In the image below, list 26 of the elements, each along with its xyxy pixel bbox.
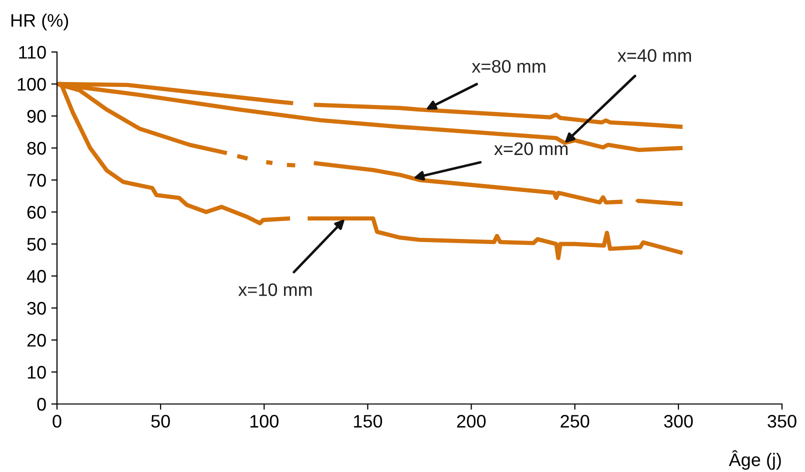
y-tick-label: 80 bbox=[27, 142, 46, 155]
x-tick-label: 200 bbox=[457, 414, 486, 428]
y-tick-label: 70 bbox=[27, 174, 46, 187]
x-tick-label: 100 bbox=[250, 414, 278, 428]
annotation: x=10 mm bbox=[238, 283, 312, 296]
x-tick-label: 0 bbox=[52, 414, 62, 428]
y-tick-label: 110 bbox=[19, 46, 46, 59]
x-tick-label: 350 bbox=[768, 414, 796, 428]
y-tick-label: 60 bbox=[27, 206, 46, 219]
annotation: x=20 mm bbox=[494, 142, 568, 156]
y-tick-label: 90 bbox=[27, 110, 46, 123]
x-axis-title: Âge (j) bbox=[728, 450, 781, 470]
annotation: x=40 mm bbox=[618, 49, 691, 62]
x-tick-label: 150 bbox=[354, 414, 382, 428]
y-tick-label: 0 bbox=[37, 398, 46, 411]
y-axis-title: HR (%) bbox=[11, 14, 68, 30]
y-tick-label: 10 bbox=[28, 366, 46, 379]
annotation: x=80 mm bbox=[472, 60, 546, 73]
y-tick-label: 100 bbox=[18, 78, 46, 91]
y-tick-label: 30 bbox=[27, 302, 46, 315]
y-tick-label: 50 bbox=[27, 238, 46, 251]
y-tick-label: 20 bbox=[27, 334, 46, 347]
x-tick-label: 300 bbox=[664, 414, 693, 428]
y-tick-label: 40 bbox=[26, 270, 46, 283]
x-tick-label: 50 bbox=[151, 414, 170, 428]
x-tick-label: 250 bbox=[560, 414, 590, 428]
